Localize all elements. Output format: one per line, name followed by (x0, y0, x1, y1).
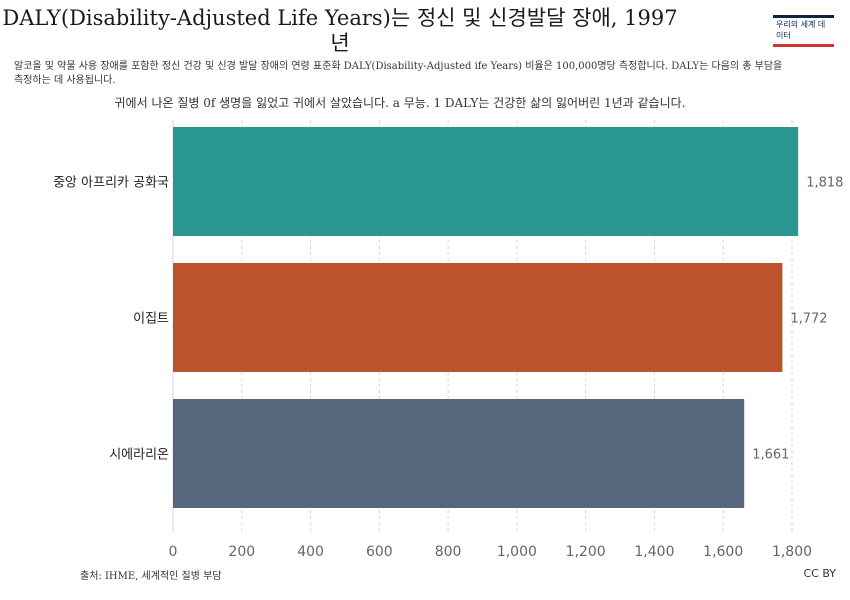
bar[interactable] (173, 399, 745, 508)
x-tick-label: 600 (366, 544, 393, 560)
chart-title: DALY(Disability-Adjusted Life Years)는 정신… (2, 6, 678, 55)
value-label: 1,661 (752, 448, 789, 463)
category-label: 중앙 아프리카 공화국 (53, 176, 169, 191)
source-note: 출처: IHME, 세계적인 질병 부담 (80, 571, 222, 582)
bar[interactable] (173, 263, 783, 372)
x-tick-label: 200 (228, 544, 255, 560)
category-label: 시에라리온 (109, 448, 169, 463)
category-label: 이집트 (133, 312, 169, 327)
labels: 0 200 400 600 800 1,000 1,200 1,400 1,600 1,800 중앙… (53, 176, 843, 561)
x-tick-label: 800 (435, 544, 462, 560)
bar[interactable] (173, 127, 799, 236)
x-tick-label: 1,400 (634, 544, 674, 560)
x-tick-label: 400 (297, 544, 324, 560)
x-tick-label: 0 (169, 544, 178, 560)
x-tick-label: 1,200 (566, 544, 606, 560)
chart-subtitle: 알코올 및 약물 사용 장애를 포함한 정신 건강 및 신경 발달 장애의 연령… (14, 61, 783, 86)
chart-note: 귀에서 나온 질병 0f 생명을 잃었고 귀에서 살았습니다. a 무능. 1 … (114, 96, 686, 110)
bars (173, 127, 799, 508)
value-label: 1,818 (806, 176, 843, 191)
x-tick-label: 1,000 (497, 544, 537, 560)
x-tick-label: 1,600 (703, 544, 743, 560)
x-tick-label: 1,800 (772, 544, 812, 560)
value-label: 1,772 (790, 312, 827, 327)
license-link[interactable]: CC BY (803, 567, 836, 580)
logo-text: 우리의 세계 데이터 (776, 20, 826, 40)
owid-logo[interactable]: 우리의 세계 데이터 (773, 15, 834, 47)
